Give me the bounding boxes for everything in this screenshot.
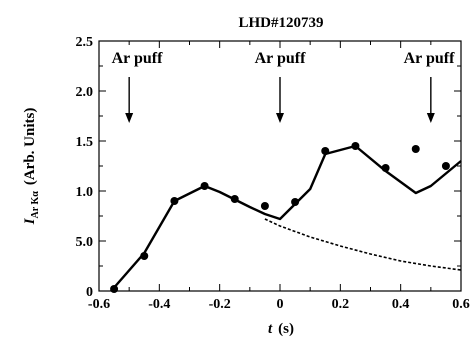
y-tick-label: 2.5 [76, 35, 94, 50]
data-point [291, 198, 300, 206]
annotation-arrow-head [426, 113, 435, 123]
annotations: Ar puff Ar puff Ar puff [112, 50, 455, 123]
annotation-arrow-head [125, 113, 134, 123]
y-tick-label: 0 [86, 285, 93, 300]
annotation-label: Ar puff [255, 50, 306, 67]
x-tick-label: 0.6 [452, 297, 470, 312]
data-point [441, 162, 450, 170]
x-tick-labels: -0.6 -0.4 -0.2 0 0.2 0.4 0.6 [88, 297, 470, 312]
decay-curve-dashed [264, 218, 462, 271]
x-axis-label: t (s) [268, 321, 294, 337]
x-tick-label: -0.2 [209, 297, 231, 312]
x-axis-unit: (s) [278, 321, 294, 337]
x-tick-label: 0.2 [332, 297, 350, 312]
annotation-arrow-head [276, 113, 284, 123]
y-tick-label: 2.0 [76, 85, 94, 100]
y-tick-label: 1.5 [76, 135, 94, 150]
model-curve-solid [110, 144, 462, 292]
annotation-label: Ar puff [404, 50, 455, 67]
x-tick-label: 0.4 [392, 297, 410, 312]
x-tick-label: 0 [277, 297, 284, 312]
y-axis-unit: (Arb. Units) [22, 108, 38, 186]
ticks [98, 40, 462, 292]
x-axis-variable: t [268, 321, 273, 337]
y-axis-label: IAr Kα (Arb. Units) [22, 108, 41, 226]
x-tick-label: -0.4 [148, 297, 170, 312]
y-tick-labels: 0 5.0 1.0 1.5 2.0 2.5 [76, 35, 94, 300]
annotation-label: Ar puff [112, 50, 163, 67]
y-axis-subscript: Ar Kα [30, 191, 41, 219]
y-tick-label: 5.0 [76, 235, 94, 250]
y-axis-variable: I [22, 217, 38, 225]
series-layer [110, 142, 462, 293]
data-point [260, 202, 269, 210]
y-tick-label: 1.0 [76, 185, 94, 200]
chart-title: LHD#120739 [238, 15, 323, 31]
data-point [411, 145, 420, 153]
x-tick-label: -0.6 [88, 297, 110, 312]
